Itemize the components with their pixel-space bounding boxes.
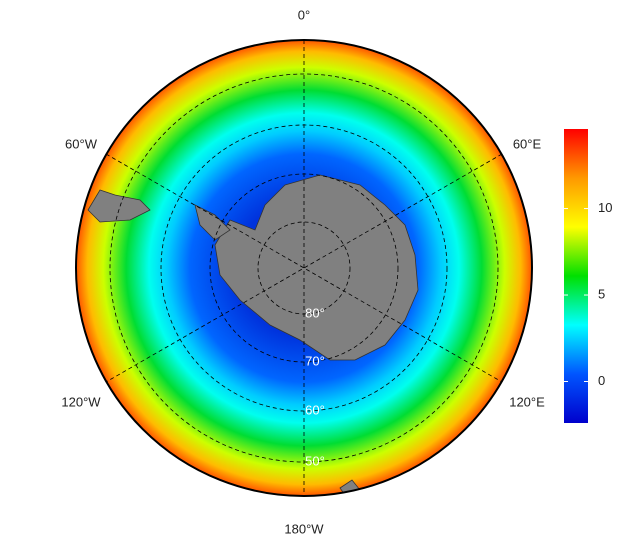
map-border bbox=[75, 39, 533, 497]
colorbar-tick-label: 5 bbox=[598, 286, 605, 301]
lat-label: 50° bbox=[305, 453, 325, 468]
colorbar-tick-label: 10 bbox=[598, 200, 612, 215]
lat-label: 80° bbox=[305, 305, 325, 320]
lat-label: 60° bbox=[305, 402, 325, 417]
peninsula bbox=[194, 204, 231, 241]
colorbar bbox=[564, 129, 588, 423]
lon-label: 60°E bbox=[513, 136, 542, 151]
lon-label: 60°W bbox=[65, 136, 98, 151]
meridian bbox=[105, 153, 503, 383]
lon-label: 120°E bbox=[509, 394, 545, 409]
lon-label: 0° bbox=[298, 7, 310, 22]
meridian bbox=[105, 153, 503, 383]
lon-label: 120°W bbox=[61, 394, 101, 409]
lon-label: 180°W bbox=[284, 521, 324, 536]
colorbar-tick-label: 0 bbox=[598, 373, 605, 388]
south-america bbox=[87, 189, 151, 223]
lat-label: 70° bbox=[305, 353, 325, 368]
